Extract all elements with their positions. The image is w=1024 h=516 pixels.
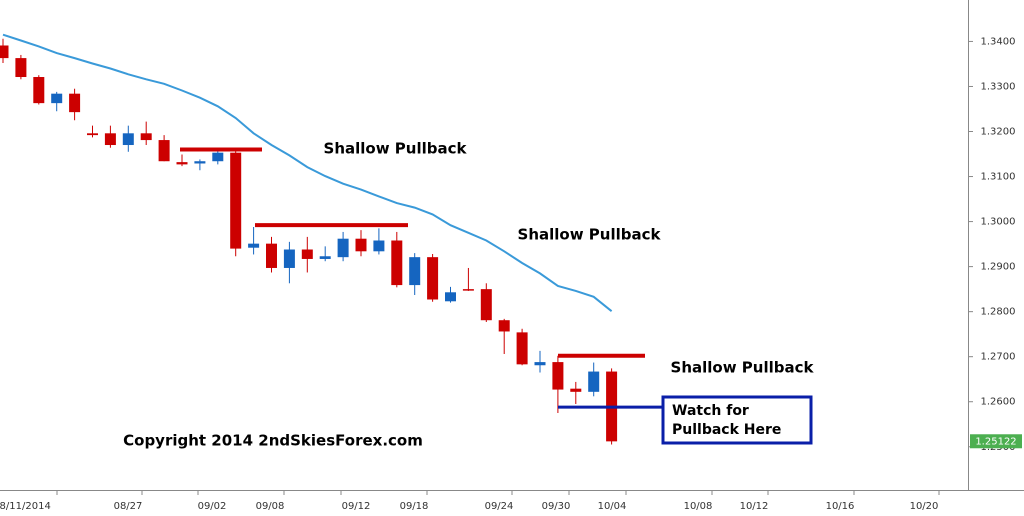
candle-body [51, 93, 63, 104]
candle-body [552, 362, 564, 390]
x-tick-label: 09/24 [485, 501, 514, 512]
x-tick-label: 09/12 [342, 501, 371, 512]
candle-body [337, 238, 349, 258]
watch-box [661, 395, 813, 445]
y-tick-label: 1.2800 [981, 307, 1016, 318]
moving-average [2, 33, 613, 312]
candle-body [0, 45, 9, 59]
candle-body [87, 133, 98, 136]
box-text: Watch for [672, 403, 749, 419]
candle-body [140, 133, 152, 141]
candle-body [122, 133, 134, 146]
x-tick-label: 09/18 [400, 501, 429, 512]
annotation: Shallow Pullback [671, 359, 815, 377]
x-tick-label: 09/02 [198, 501, 227, 512]
candle-body [176, 162, 188, 165]
x-tick-label: 08/11/2014 [0, 501, 51, 512]
y-tick-label: 1.2900 [981, 262, 1016, 273]
candle-body [266, 243, 277, 268]
candle-body [283, 249, 295, 268]
candle-body [15, 58, 27, 78]
candle-body [212, 152, 224, 162]
candle-body [194, 161, 206, 164]
annotation: Shallow Pullback [324, 140, 468, 158]
candle-body [373, 240, 385, 252]
y-tick-label: 1.3400 [981, 36, 1016, 47]
x-tick-label: 09/30 [542, 501, 571, 512]
candle-body [498, 320, 510, 332]
candle-body [534, 362, 546, 366]
candle-body [391, 240, 403, 286]
candle-body [230, 152, 242, 249]
y-tick-label: 1.3200 [981, 127, 1016, 138]
candle-body [516, 332, 528, 365]
y-tick-label: 1.3000 [981, 217, 1016, 228]
last-price-label: 1.25122 [975, 436, 1016, 447]
candle-body [69, 93, 81, 113]
x-tick-label: 08/27 [114, 501, 143, 512]
candle-body [355, 238, 367, 252]
box-text: Pullback Here [672, 422, 781, 438]
candle-body [570, 388, 582, 392]
x-tick-label: 10/20 [910, 501, 939, 512]
y-tick-label: 1.2700 [981, 352, 1016, 363]
candle-body [104, 133, 116, 146]
y-tick-label: 1.3100 [981, 172, 1016, 183]
candle-body [427, 257, 439, 300]
x-tick-label: 09/08 [256, 501, 285, 512]
x-tick-label: 10/04 [598, 501, 627, 512]
y-tick-label: 1.3300 [981, 81, 1016, 92]
x-tick-label: 10/12 [740, 501, 769, 512]
candle-body [588, 371, 600, 392]
last-price-badge [970, 434, 1022, 449]
annotation: Shallow Pullback [518, 226, 662, 244]
y-tick-label: 1.2600 [981, 397, 1016, 408]
candle-body [248, 243, 260, 248]
candle-body [33, 77, 45, 104]
x-tick-label: 10/16 [826, 501, 855, 512]
candle-body [319, 256, 331, 259]
candle-body [462, 289, 474, 291]
candle-body [480, 289, 492, 321]
x-tick-label: 10/08 [684, 501, 713, 512]
candle-body [301, 249, 313, 259]
candle-body [409, 257, 421, 286]
annotation: Copyright 2014 2ndSkiesForex.com [123, 432, 423, 450]
candle-body [445, 292, 456, 302]
candle-body [158, 140, 170, 162]
